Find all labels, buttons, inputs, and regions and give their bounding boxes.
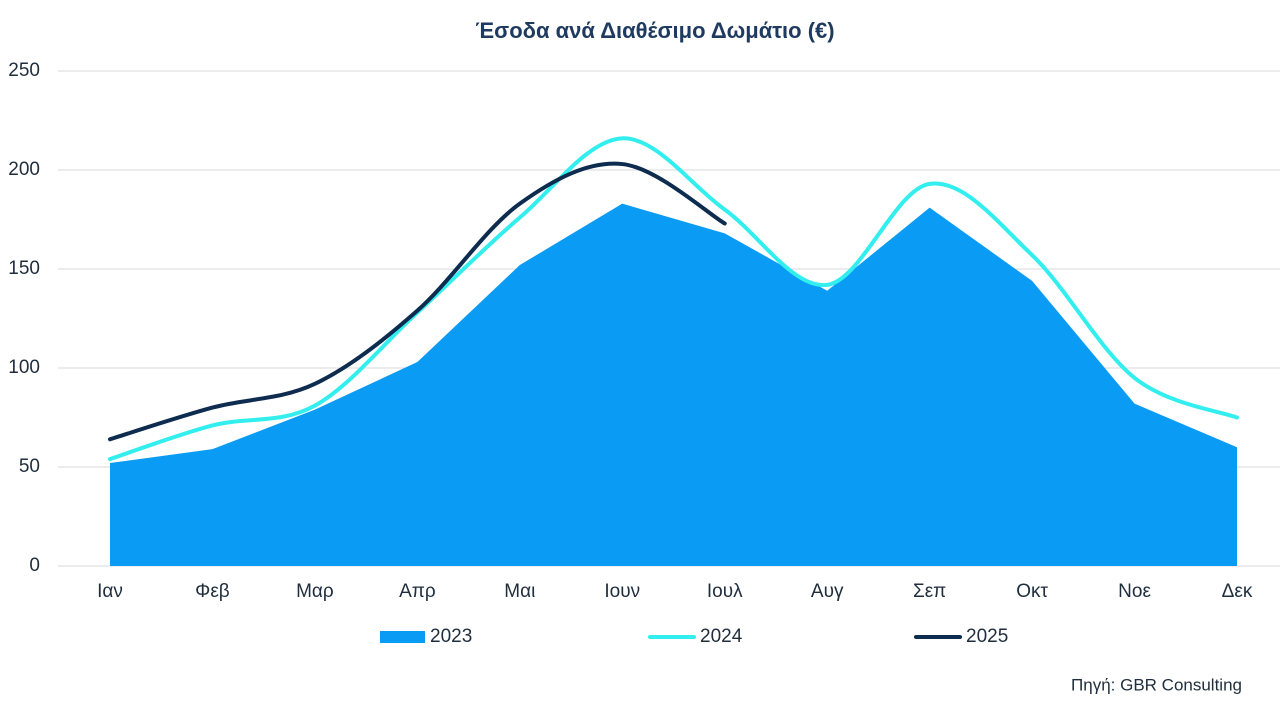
x-tick-label: Νοε: [1118, 581, 1151, 602]
x-tick-label: Ιουλ: [707, 581, 743, 602]
legend-label: 2025: [966, 626, 1008, 647]
y-tick-label: 100: [8, 357, 40, 378]
x-tick-label: Φεβ: [195, 581, 230, 602]
x-tick-label: Δεκ: [1222, 581, 1253, 602]
line: [108, 161, 727, 442]
x-tick-label: Απρ: [399, 581, 436, 602]
x-tick-label: Σεπ: [913, 581, 946, 602]
line: [108, 136, 1239, 462]
y-tick-label: 0: [29, 555, 40, 576]
x-tick-label: Ιουν: [604, 581, 640, 602]
x-tick-label: Μαρ: [296, 581, 334, 602]
x-tick-label: Ιαν: [97, 581, 123, 602]
y-tick-label: 250: [8, 60, 40, 81]
area: [110, 203, 1237, 566]
y-tick-label: 50: [19, 456, 40, 477]
legend-label: 2023: [430, 626, 472, 647]
y-tick-label: 150: [8, 258, 40, 279]
x-tick-label: Αυγ: [811, 581, 844, 602]
chart-title: Έσοδα ανά Διαθέσιμο Δωμάτιο (€): [475, 18, 834, 43]
x-tick-label: Οκτ: [1016, 581, 1048, 602]
legend-swatch: [380, 631, 425, 643]
legend-label: 2024: [700, 626, 743, 647]
source: Πηγή: GBR Consulting: [1071, 675, 1242, 694]
y-tick-label: 200: [8, 159, 40, 180]
x-tick-label: Μαι: [504, 581, 535, 602]
